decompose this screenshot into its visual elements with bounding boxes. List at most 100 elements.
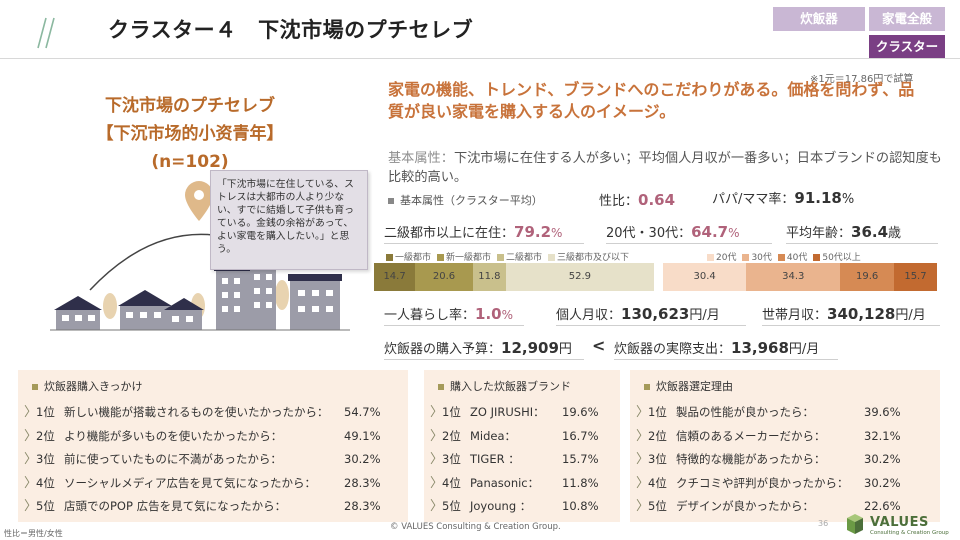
age-distribution-segment: 34.3 xyxy=(746,263,841,291)
tag-rice-cooker[interactable]: 炊飯器 xyxy=(773,7,865,31)
list-item: 〉2位 Midea： 16.7% xyxy=(430,426,599,450)
purchase-trigger-panel: 炊飯器購入きっかけ 〉1位 新しい機能が搭載されるものを使いたかったから： 54.7… xyxy=(18,370,408,522)
age-distribution-segment: 19.6 xyxy=(840,263,894,291)
purchase-trigger-list: 〉1位 新しい機能が搭載されるものを使いたかったから： 54.7% 〉2位 より機能が多… xyxy=(24,402,381,520)
legend-item: 一級都市 xyxy=(386,253,431,263)
attributes-heading: 基本属性（クラスター平均） xyxy=(388,192,543,208)
item-percentage: 49.1% xyxy=(344,428,381,443)
legend-swatch xyxy=(707,254,714,261)
rank-label: 4位 xyxy=(442,475,461,490)
values-logo-icon xyxy=(847,514,863,534)
city-distribution-segment: 20.6 xyxy=(415,263,473,291)
rank-label: 2位 xyxy=(442,428,461,443)
rank-label: 5位 xyxy=(648,499,667,513)
item-percentage: 30.2% xyxy=(864,475,901,490)
city-distribution-segment: 14.7 xyxy=(374,263,416,291)
age-20s-30s-rate: 20代・30代：64.7% xyxy=(606,222,772,244)
chevron-right-icon: 〉 xyxy=(24,499,38,514)
legend-label: 三級都市及び以下 xyxy=(557,253,630,263)
rank-label: 1位 xyxy=(648,405,667,419)
personal-monthly-income: 個人月収：130,623円/月 xyxy=(556,304,746,326)
list-item: 〉4位 Panasonic： 11.8% xyxy=(430,473,599,497)
item-name: 店頭でのPOP 広告を見て気になったから： xyxy=(64,499,287,513)
legend-swatch xyxy=(437,254,445,261)
legend-label: 50代以上 xyxy=(822,253,861,263)
item-name: Midea： xyxy=(470,428,517,443)
cluster-name-cn: 【下沉市场的小资青年】 xyxy=(96,124,284,144)
list-item: 〉4位 ソーシャルメディア広告を見て気になったから： 28.3% xyxy=(24,473,381,497)
list-item: 〉3位 TIGER ： 15.7% xyxy=(430,449,599,473)
list-item: 〉1位 製品の性能が良かったら： 39.6% xyxy=(636,402,901,426)
legend-label: 40代 xyxy=(786,253,808,263)
location-pin-icon xyxy=(185,181,213,221)
item-name: Panasonic： xyxy=(470,475,540,490)
basic-attributes-label: 基本属性： xyxy=(388,151,454,166)
list-item: 〉5位 デザインが良かったから： 22.6% xyxy=(636,496,901,520)
selection-reason-title: 炊飯器選定理由 xyxy=(644,378,733,394)
list-item: 〉1位 ZO JIRUSHI： 19.6% xyxy=(430,402,599,426)
page-number: 36 xyxy=(818,519,829,528)
legend-item: 30代 xyxy=(742,253,772,263)
sex-ratio: 性比：0.64 xyxy=(599,191,676,209)
cluster-name-ja: 下沈市場のプチセレブ xyxy=(105,96,275,116)
item-name: クチコミや評判が良かったから： xyxy=(676,475,849,490)
item-name: 信頼のあるメーカーだから： xyxy=(676,428,826,443)
tag-appliances[interactable]: 家電全般 xyxy=(869,7,945,31)
legend-item: 20代 xyxy=(707,253,736,263)
legend-item: 40代 xyxy=(777,253,808,263)
less-than-sign: < xyxy=(592,336,606,355)
cluster-headline: 家電の機能、トレンド、ブランドへのこだわりがある。価格を問わず、品質が良い家電を… xyxy=(388,80,915,121)
item-name: より機能が多いものを使いたかったから： xyxy=(64,428,283,443)
legend-swatch xyxy=(386,254,393,261)
age-group-bar: 30.4 34.3 19.6 15.7 xyxy=(663,263,937,291)
item-percentage: 30.2% xyxy=(864,452,901,466)
legend-swatch xyxy=(777,254,785,261)
header-divider xyxy=(0,58,960,59)
city-tier-bar: 14.7 20.6 11.8 52.9 xyxy=(374,263,654,291)
brand-title: 購入した炊飯器ブランド xyxy=(438,378,571,394)
legend-label: 20代 xyxy=(716,253,737,263)
rank-label: 1位 xyxy=(442,405,461,419)
legend-label: 一級都市 xyxy=(395,253,432,263)
chevron-right-icon: 〉 xyxy=(636,428,650,444)
basic-attributes-summary: 基本属性：下沈市場に在住する人が多い；平均個人月収が一番多い；日本ブランドの認知… xyxy=(388,149,948,187)
rank-label: 5位 xyxy=(36,499,55,513)
item-percentage: 19.6% xyxy=(562,405,599,419)
item-percentage: 16.7% xyxy=(562,428,599,443)
city-illustration xyxy=(50,181,350,331)
legend-item: 三級都市及び以下 xyxy=(548,253,629,263)
item-percentage: 15.7% xyxy=(562,452,599,466)
chevron-right-icon: 〉 xyxy=(636,475,650,491)
basic-attributes-text: 下沈市場に在住する人が多い；平均個人月収が一番多い；日本ブランドの認知度も比較的… xyxy=(388,151,942,185)
list-item: 〉3位 前に使っていたものに不満があったから： 30.2% xyxy=(24,449,381,473)
bullet-square-icon xyxy=(644,384,650,390)
age-distribution-segment: 15.7 xyxy=(893,263,937,291)
age-group-legend: 20代 30代 40代 50代以上 xyxy=(707,250,867,263)
tag-cluster[interactable]: クラスター xyxy=(869,35,945,59)
bullet-square-icon xyxy=(438,384,444,390)
legend-label: 二級都市 xyxy=(506,253,543,263)
exchange-rate-note: ※1元＝17.86円で試算 xyxy=(810,74,914,85)
list-item: 〉1位 新しい機能が搭載されるものを使いたかったから： 54.7% xyxy=(24,402,381,426)
sample-size: (n=102) xyxy=(151,152,229,172)
legend-swatch xyxy=(548,254,556,261)
rice-cooker-budget: 炊飯器の購入予算：12,909円 xyxy=(384,338,584,360)
item-name: 特徴的な機能があったから： xyxy=(676,452,826,466)
chevron-right-icon: 〉 xyxy=(430,428,444,444)
logo-text: VALUES xyxy=(870,515,929,530)
legend-label: 新一級都市 xyxy=(446,253,492,263)
item-percentage: 22.6% xyxy=(864,499,901,513)
list-item: 〉4位 クチコミや評判が良かったから： 30.2% xyxy=(636,473,901,497)
rank-label: 4位 xyxy=(36,475,55,490)
item-percentage: 54.7% xyxy=(344,405,381,419)
list-item: 〉5位 Joyoung ： 10.8% xyxy=(430,496,599,520)
item-name: デザインが良かったから： xyxy=(676,499,814,513)
attributes-heading-text: 基本属性（クラスター平均） xyxy=(400,194,543,207)
bullet-square-icon xyxy=(32,384,38,390)
brand-panel: 購入した炊飯器ブランド 〉1位 ZO JIRUSHI： 19.6% 〉2位 Midea：… xyxy=(424,370,620,522)
logo-subtext: Consulting & Creation Group xyxy=(870,530,949,536)
living-alone-rate: 一人暮らし率：1.0% xyxy=(384,304,524,326)
cluster-name: 下沈市場のプチセレブ 【下沉市场的小资青年】 (n=102) xyxy=(60,92,320,176)
item-percentage: 10.8% xyxy=(562,499,599,513)
item-name: TIGER ： xyxy=(470,452,520,466)
